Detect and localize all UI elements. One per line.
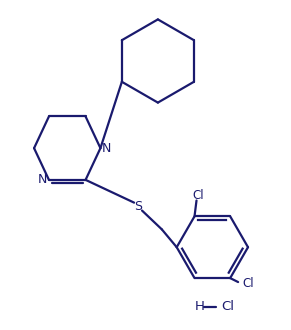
Text: H: H bbox=[195, 300, 204, 313]
Text: Cl: Cl bbox=[222, 300, 235, 313]
Text: N: N bbox=[37, 173, 47, 186]
Text: Cl: Cl bbox=[193, 189, 204, 202]
Text: Cl: Cl bbox=[242, 277, 254, 289]
Text: N: N bbox=[102, 142, 111, 155]
Text: S: S bbox=[134, 200, 142, 213]
